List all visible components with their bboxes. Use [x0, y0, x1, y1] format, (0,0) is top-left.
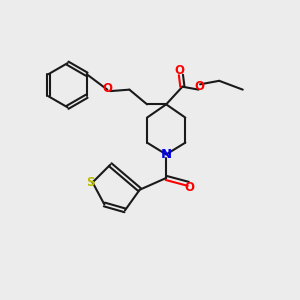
Text: O: O	[194, 80, 204, 93]
Text: N: N	[160, 148, 172, 161]
Text: O: O	[174, 64, 184, 77]
Text: O: O	[102, 82, 112, 95]
Text: O: O	[185, 181, 195, 194]
Text: S: S	[86, 176, 94, 189]
